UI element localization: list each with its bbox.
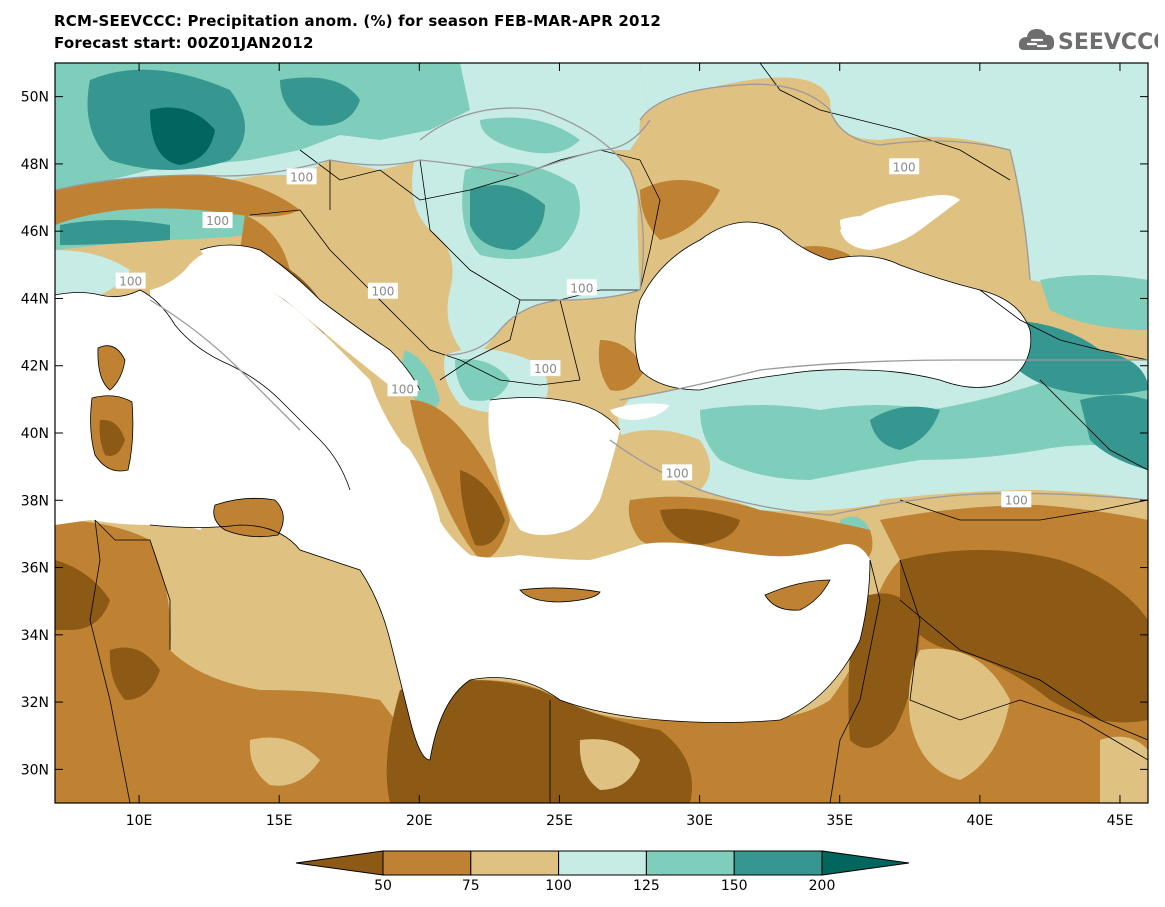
lat-tick-label: 40N: [21, 426, 49, 442]
lon-tick-label: 40E: [967, 813, 994, 829]
colorbar-bin: [382, 850, 472, 876]
colorbar-bin: [558, 850, 647, 876]
logo-text: SEEVCCC: [1058, 30, 1158, 55]
lat-tick-label: 32N: [21, 695, 49, 711]
contour-label: 100: [391, 382, 414, 396]
map-area: 100 100 100 100 100 100 100 100 100 100: [55, 63, 1148, 803]
lat-tick-label: 34N: [21, 628, 49, 644]
colorbar-level-label: 50: [374, 878, 392, 894]
contour-labels: 100 100 100 100 100 100 100 100 100 100: [115, 158, 1032, 508]
contour-label-bg: [530, 360, 561, 377]
lat-tick-label: 48N: [21, 157, 49, 173]
islands: [90, 216, 890, 611]
lat-tick-label: 44N: [21, 291, 49, 307]
axis-ticks: 10E 15E 20E 25E 30E 35E 40E 45E 30N 32N 34N 36N 38N 4…: [21, 63, 1148, 829]
colorbar-bin: [733, 850, 823, 876]
forecast-start-label: Forecast start: 00Z01JAN2012: [54, 34, 314, 52]
colorbar-level-label: 100: [545, 878, 572, 894]
lon-tick-label: 20E: [406, 813, 433, 829]
contour-label-bg: [387, 380, 418, 397]
contour-lines-100: [55, 83, 1148, 516]
lon-tick-label: 45E: [1107, 813, 1134, 829]
contour-label: 100: [666, 466, 689, 480]
political-boundaries: [55, 63, 1148, 803]
contour-label: 100: [1005, 493, 1028, 507]
contour-label-bg: [367, 282, 398, 299]
cloud-logo-icon: [1018, 29, 1055, 50]
colorbar-bin: [645, 850, 735, 876]
wet-anomaly-regions: [55, 63, 1148, 803]
contour-label: 100: [290, 170, 313, 184]
contour-label-bg: [662, 464, 693, 481]
lon-tick-label: 10E: [126, 813, 153, 829]
lat-tick-label: 46N: [21, 224, 49, 240]
contour-label: 100: [893, 160, 916, 174]
colorbar-level-label: 200: [809, 878, 836, 894]
sea-areas: [55, 195, 1031, 760]
contour-label-bg: [286, 168, 317, 185]
contour-label-bg: [889, 158, 920, 175]
colorbar-level-label: 150: [721, 878, 748, 894]
contour-label: 100: [206, 214, 229, 228]
colorbar-level-label: 125: [633, 878, 660, 894]
lon-tick-label: 15E: [266, 813, 293, 829]
colorbar-arrow-low: [295, 850, 384, 876]
lat-tick-label: 50N: [21, 90, 49, 106]
contour-label: 100: [119, 275, 142, 289]
lat-tick-label: 42N: [21, 359, 49, 375]
contour-label-bg: [115, 272, 146, 289]
colorbar: 50 75 100 125 150 200: [295, 850, 910, 894]
contour-label: 100: [570, 281, 593, 295]
contour-label-bg: [1001, 491, 1032, 508]
lon-tick-label: 35E: [826, 813, 853, 829]
colorbar-bin: [470, 850, 560, 876]
contour-label-bg: [202, 212, 233, 229]
map-title: RCM-SEEVCCC: Precipitation anom. (%) for…: [54, 12, 661, 30]
contour-label: 100: [534, 362, 557, 376]
colorbar-level-label: 75: [462, 878, 480, 894]
lat-tick-label: 30N: [21, 762, 49, 778]
colorbar-arrow-high: [821, 850, 910, 876]
contour-label-bg: [566, 279, 597, 296]
lon-tick-label: 25E: [546, 813, 573, 829]
lat-tick-label: 36N: [21, 561, 49, 577]
lon-tick-label: 30E: [686, 813, 713, 829]
contour-label: 100: [371, 285, 394, 299]
seevccc-logo: SEEVCCC: [1018, 29, 1158, 55]
lat-tick-label: 38N: [21, 493, 49, 509]
